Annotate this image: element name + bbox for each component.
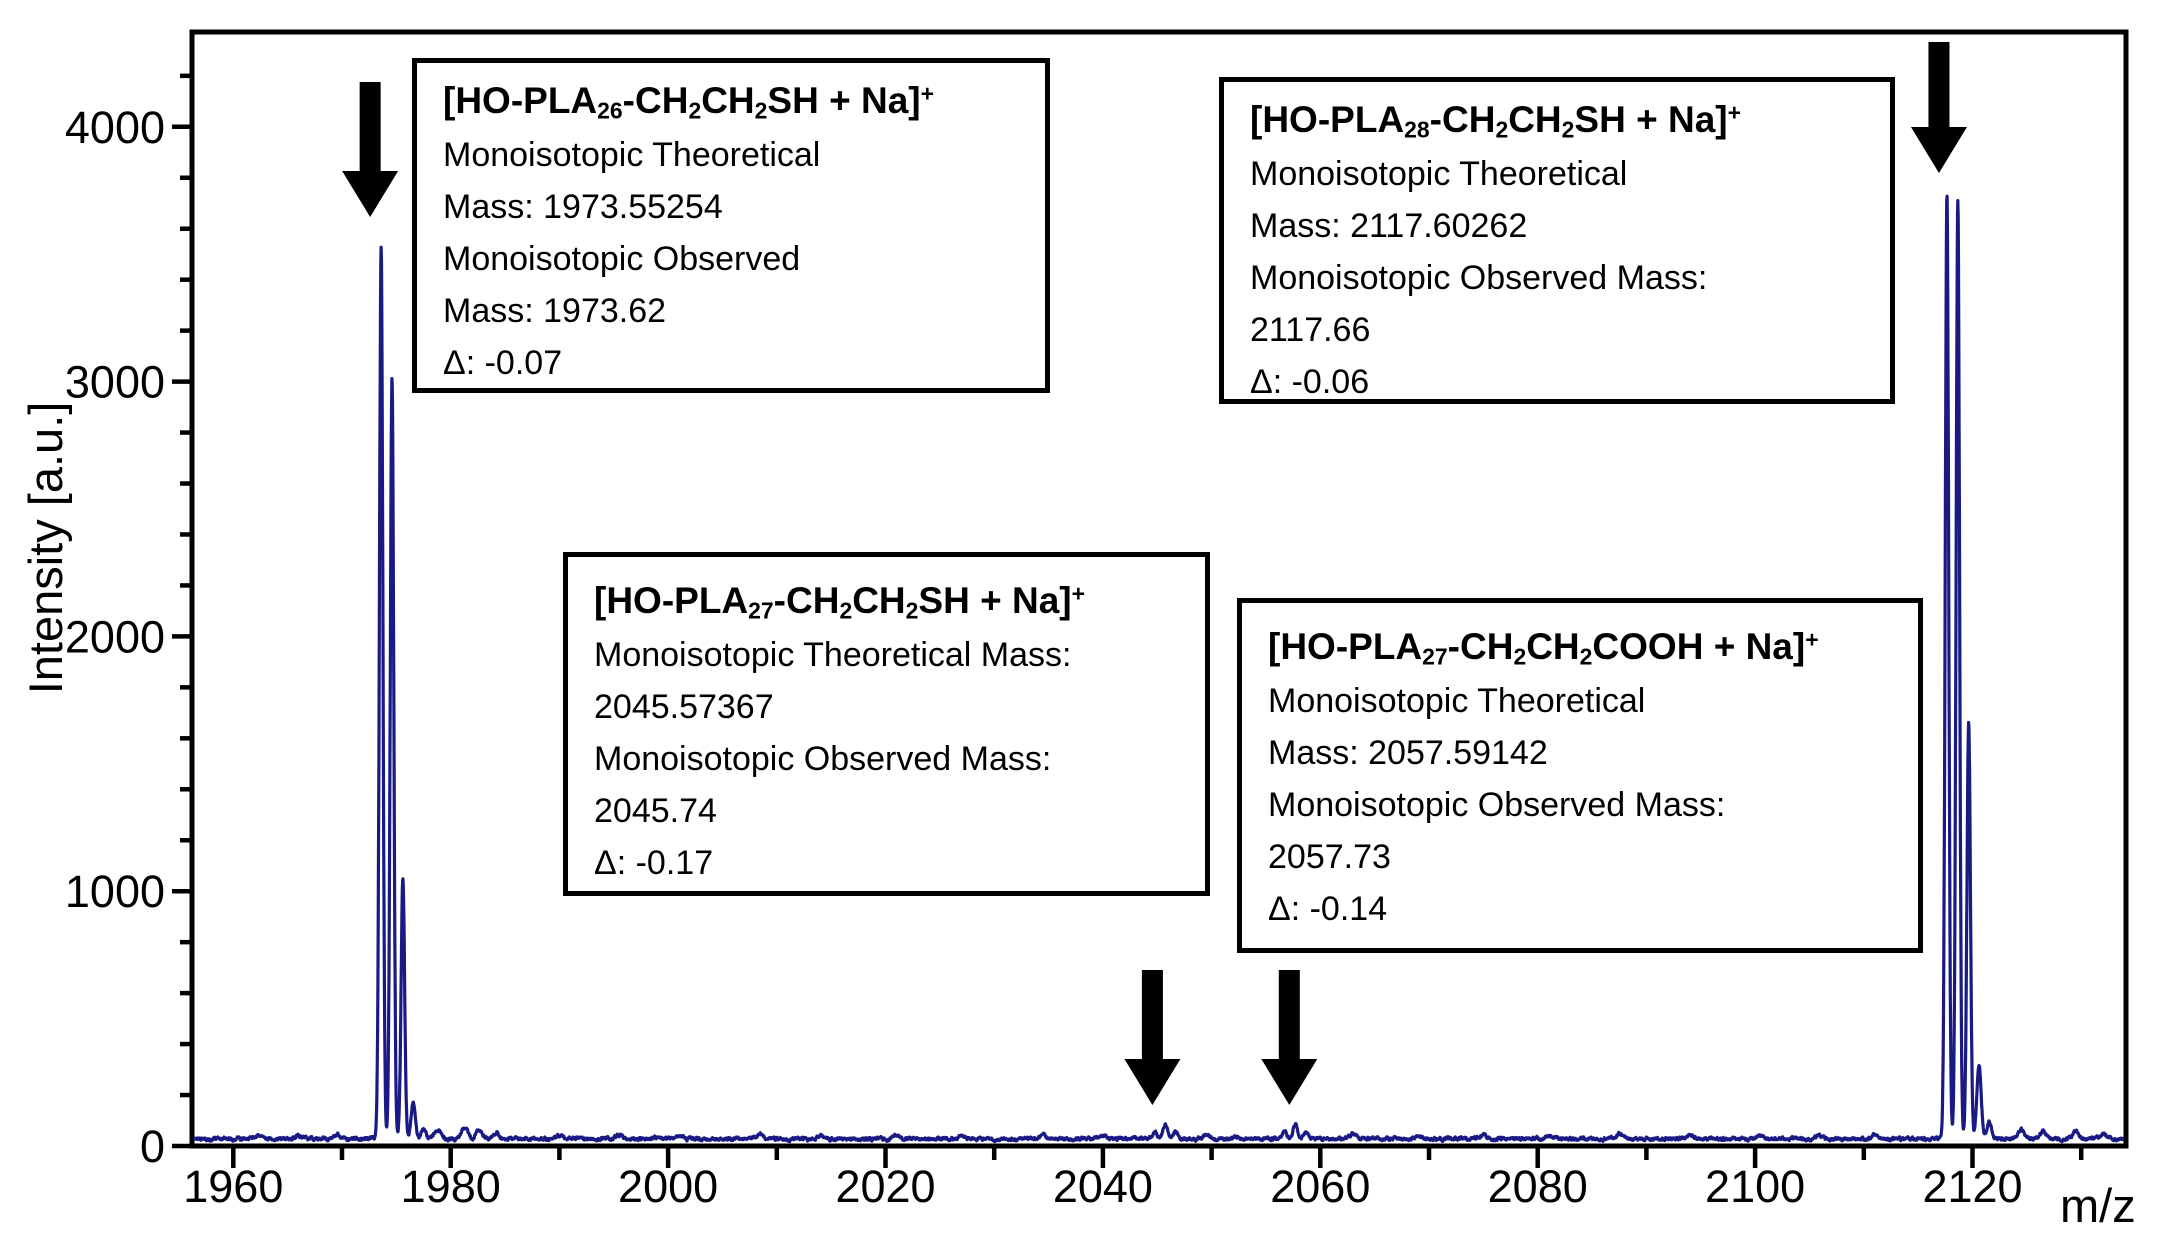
x-tick-label: 2020 bbox=[835, 1161, 935, 1212]
annotation-line: Monoisotopic Observed Mass: bbox=[1268, 786, 1726, 824]
x-tick-label: 2000 bbox=[618, 1161, 718, 1212]
annotation-formula: [HO-PLA27-CH2CH2COOH + Na]+ bbox=[1268, 626, 1819, 670]
annotation-line: 2057.73 bbox=[1268, 838, 1391, 876]
annotation-line: Δ: -0.07 bbox=[443, 344, 563, 382]
spectrum-trace bbox=[194, 194, 2124, 1144]
x-tick-label: 2120 bbox=[1922, 1161, 2022, 1212]
x-tick-label: 1980 bbox=[401, 1161, 501, 1212]
annotation-line: Mass: 2117.60262 bbox=[1250, 207, 1528, 245]
annotation-line: Mass: 1973.55254 bbox=[443, 188, 723, 226]
annotation-line: Δ: -0.06 bbox=[1250, 363, 1370, 401]
annotation-line: Δ: -0.14 bbox=[1268, 890, 1388, 928]
annotation-line: Mass: 1973.62 bbox=[443, 292, 667, 330]
y-tick-label: 4000 bbox=[65, 102, 165, 153]
y-tick-label: 0 bbox=[140, 1121, 165, 1172]
annotation-line: Monoisotopic Theoretical bbox=[1250, 155, 1628, 193]
y-tick-label: 2000 bbox=[65, 611, 165, 662]
axis-ticks: 1960 1980 2000 2020 2040 2060 2080 2100 2120 0 100… bbox=[65, 73, 2084, 1212]
x-tick-label: 2080 bbox=[1488, 1161, 1588, 1212]
peak-arrow-icon bbox=[1124, 970, 1181, 1105]
annotation-line: Δ: -0.17 bbox=[594, 844, 714, 882]
peak-arrow-icon bbox=[1910, 42, 1967, 173]
annotation-box-pla28-sh: [HO-PLA28-CH2CH2SH + Na]+ Monoisotopic T… bbox=[1219, 77, 1895, 404]
x-tick-label: 2040 bbox=[1053, 1161, 1153, 1212]
annotation-line: Monoisotopic Theoretical Mass: bbox=[594, 636, 1072, 674]
y-tick-label: 1000 bbox=[65, 866, 165, 917]
annotation-line: Monoisotopic Theoretical bbox=[443, 136, 821, 174]
annotation-formula: [HO-PLA27-CH2CH2SH + Na]+ bbox=[594, 580, 1086, 624]
plot-frame bbox=[189, 29, 2129, 1149]
annotation-box-pla27-sh: [HO-PLA27-CH2CH2SH + Na]+ Monoisotopic T… bbox=[563, 552, 1210, 896]
y-tick-label: 3000 bbox=[65, 357, 165, 408]
x-tick-label: 2100 bbox=[1705, 1161, 1805, 1212]
x-tick-label: 1960 bbox=[183, 1161, 283, 1212]
annotation-line: Monoisotopic Observed bbox=[443, 240, 801, 278]
peak-arrow-icon bbox=[1261, 970, 1318, 1105]
annotation-line: Monoisotopic Observed Mass: bbox=[1250, 259, 1708, 297]
annotation-line: Mass: 2057.59142 bbox=[1268, 734, 1548, 772]
annotation-box-pla27-cooh: [HO-PLA27-CH2CH2COOH + Na]+ Monoisotopic… bbox=[1237, 598, 1923, 953]
annotation-line: Monoisotopic Theoretical bbox=[1268, 682, 1646, 720]
annotation-formula: [HO-PLA28-CH2CH2SH + Na]+ bbox=[1250, 99, 1742, 143]
x-tick-label: 2060 bbox=[1270, 1161, 1370, 1212]
annotation-formula: [HO-PLA26-CH2CH2SH + Na]+ bbox=[443, 80, 935, 124]
annotation-line: 2045.74 bbox=[594, 792, 717, 830]
x-axis-label: m/z bbox=[2060, 1179, 2136, 1232]
annotation-line: Monoisotopic Observed Mass: bbox=[594, 740, 1052, 778]
annotation-line: 2045.57367 bbox=[594, 688, 774, 726]
annotation-line: 2117.66 bbox=[1250, 311, 1371, 349]
y-axis-label: Intensity [a.u.] bbox=[19, 402, 72, 695]
peak-arrows bbox=[342, 42, 1967, 1105]
peak-arrow-icon bbox=[342, 82, 399, 217]
annotation-box-pla26-sh: [HO-PLA26-CH2CH2SH + Na]+ Monoisotopic T… bbox=[412, 58, 1050, 393]
